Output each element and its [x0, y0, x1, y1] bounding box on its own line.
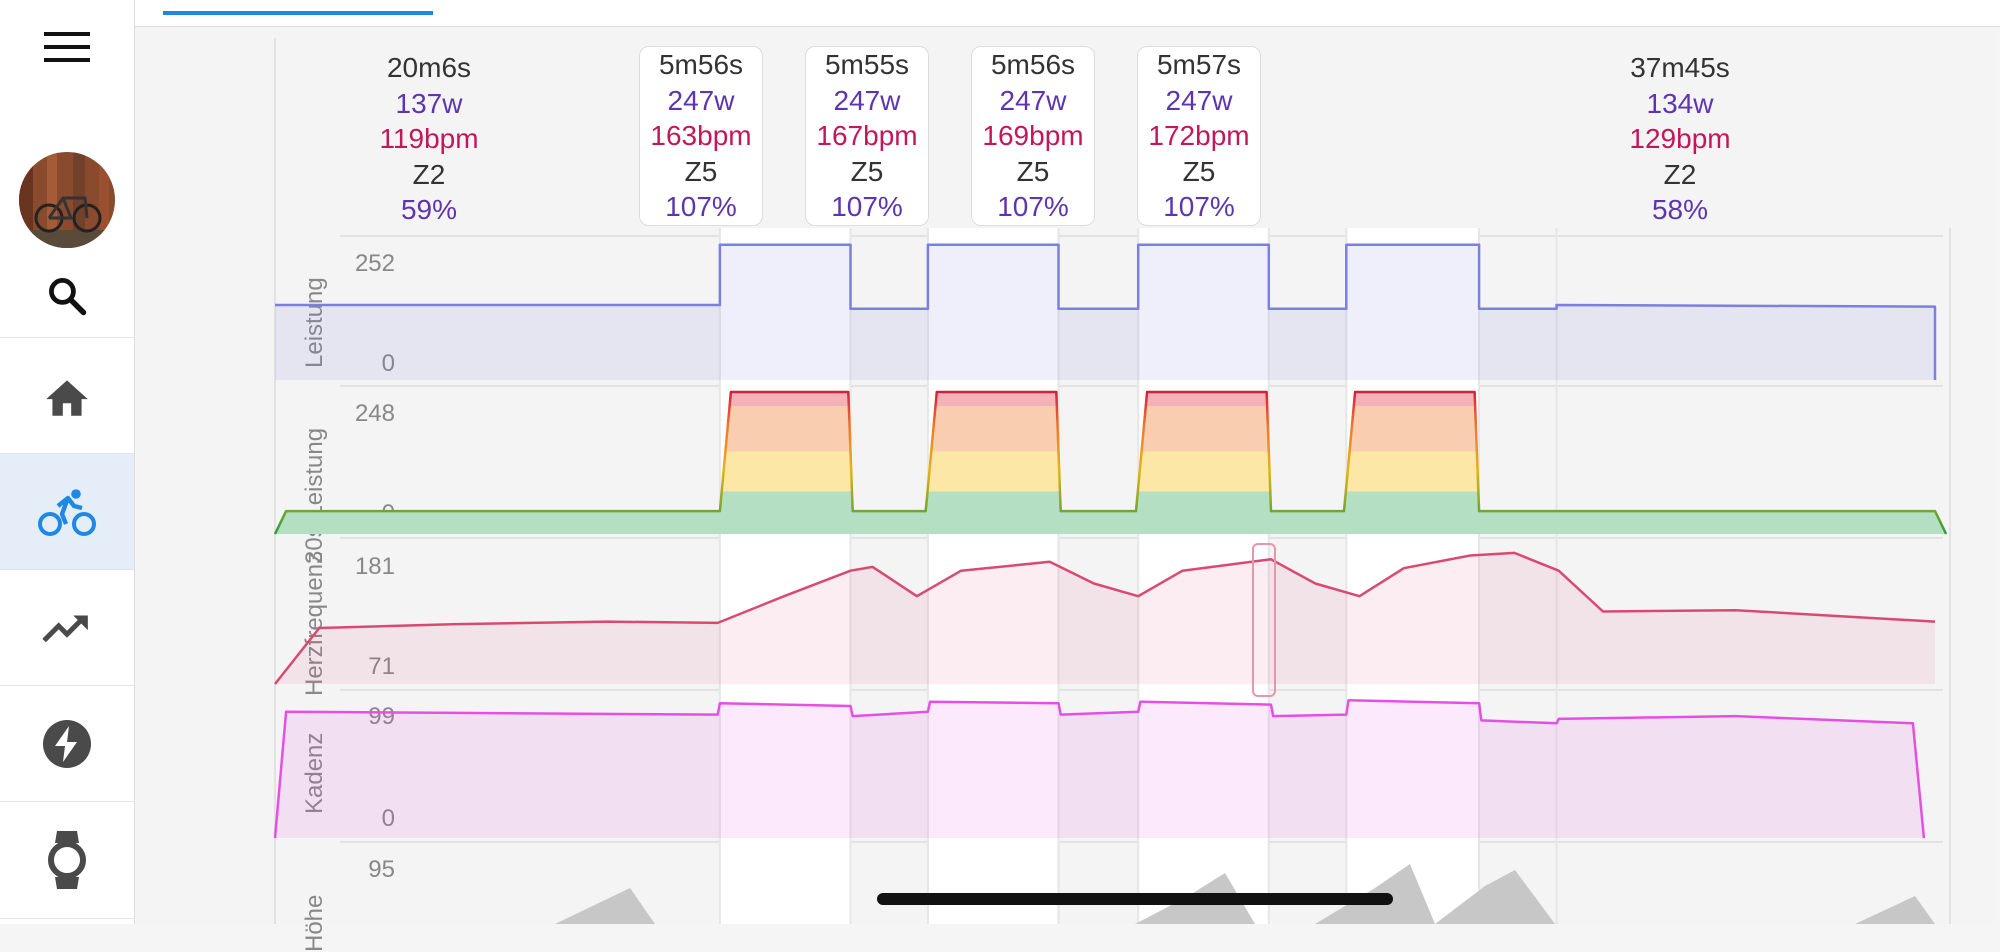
axis-max-altitude: 95	[368, 856, 395, 883]
active-tab-indicator	[163, 11, 433, 15]
series-line-4	[273, 699, 1926, 839]
series-line-3	[274, 551, 1936, 685]
axis-max-heartrate: 181	[354, 553, 395, 580]
sidebar-item-power[interactable]	[0, 685, 134, 802]
interval-heartrate: 167bpm	[816, 120, 918, 151]
interval-heartrate: 129bpm	[1629, 123, 1731, 154]
interval-percent: 107%	[997, 191, 1069, 222]
interval-percent: 107%	[831, 191, 903, 222]
interval-heartrate: 169bpm	[982, 120, 1084, 151]
bolt-icon	[43, 720, 91, 768]
interval-zone: Z5	[1182, 155, 1216, 187]
axis-max-power: 252	[354, 250, 395, 277]
interval-highlight	[719, 228, 851, 924]
menu-button[interactable]	[0, 30, 134, 64]
interval-percent: 59%	[400, 194, 458, 225]
avatar[interactable]	[0, 152, 134, 248]
sidebar-item-devices[interactable]	[0, 801, 134, 919]
hamburger-icon	[44, 32, 90, 62]
chart-plot-area[interactable]	[135, 28, 1995, 924]
chart-series	[273, 243, 1948, 839]
activity-chart: 20m6s 137w 119bpm Z2 59% 5m56s 247w 163b…	[135, 28, 1995, 952]
sidebar-item-home[interactable]	[0, 337, 134, 454]
interval-percent: 107%	[1163, 191, 1235, 222]
main-content: 20m6s 137w 119bpm Z2 59% 5m56s 247w 163b…	[135, 0, 2000, 952]
series-area-2	[275, 392, 1947, 534]
interval-zone: Z2	[1663, 158, 1697, 190]
search-icon	[49, 278, 87, 316]
sidebar	[0, 0, 135, 924]
altitude-area	[1435, 870, 1555, 924]
interval-summary[interactable]: 5m56s 247w 169bpm Z5 107%	[971, 46, 1095, 226]
interval-heartrate: 172bpm	[1148, 120, 1250, 151]
altitude-area	[275, 888, 655, 924]
interval-highlight	[1346, 228, 1480, 924]
avatar-image	[19, 152, 115, 248]
interval-zone: Z5	[684, 155, 718, 187]
interval-power: 247w	[999, 84, 1067, 116]
series-line-2	[273, 390, 1948, 535]
interval-power: 137w	[395, 87, 463, 119]
watch-icon	[48, 831, 86, 889]
interval-duration: 5m57s	[1156, 49, 1242, 80]
series-area-3	[275, 552, 1935, 684]
sidebar-item-fitness[interactable]	[0, 569, 134, 686]
interval-heartrate: 163bpm	[650, 120, 752, 151]
interval-duration: 20m6s	[386, 52, 472, 83]
interval-summary[interactable]: 5m55s 247w 167bpm Z5 107%	[805, 46, 929, 226]
interval-zone: Z5	[1016, 155, 1050, 187]
series-area-4	[275, 700, 1924, 838]
axis-max-power-30s: 248	[354, 400, 395, 427]
interval-percent: 58%	[1651, 194, 1709, 225]
interval-heartrate: 119bpm	[379, 123, 479, 154]
hr-cursor-marker	[1252, 543, 1276, 697]
home-icon	[46, 380, 88, 416]
interval-duration: 5m55s	[824, 49, 910, 80]
interval-duration: 5m56s	[990, 49, 1076, 80]
interval-power: 247w	[833, 84, 901, 116]
interval-summary[interactable]: 5m57s 247w 172bpm Z5 107%	[1137, 46, 1261, 226]
interval-summary[interactable]: 37m45s 134w 129bpm Z2 58%	[1590, 50, 1770, 228]
axis-min-cadence: 0	[335, 805, 395, 833]
trending-up-icon	[42, 615, 88, 643]
series-line-1	[275, 243, 1937, 380]
search-button[interactable]	[0, 274, 134, 318]
interval-power: 134w	[1646, 87, 1714, 119]
home-indicator[interactable]	[877, 893, 1393, 905]
series-area-1	[275, 244, 1935, 380]
interval-summary[interactable]: 5m56s 247w 163bpm Z5 107%	[639, 46, 763, 226]
sidebar-item-activities[interactable]	[0, 453, 134, 570]
interval-power: 247w	[1165, 84, 1233, 116]
axis-min-heartrate: 71	[335, 653, 395, 681]
interval-zone: Z5	[850, 155, 884, 187]
interval-summary[interactable]: 20m6s 137w 119bpm Z2 59%	[349, 50, 509, 228]
interval-duration: 5m56s	[658, 49, 744, 80]
axis-min-power: 0	[335, 350, 395, 378]
interval-power: 247w	[667, 84, 735, 116]
tab-bar	[135, 0, 2000, 27]
interval-percent: 107%	[665, 191, 737, 222]
interval-duration: 37m45s	[1630, 52, 1730, 83]
interval-highlight	[1138, 228, 1269, 924]
interval-zone: Z2	[412, 158, 446, 190]
altitude-area	[1855, 896, 1935, 924]
axis-max-cadence: 99	[335, 703, 395, 731]
interval-highlights	[718, 228, 1558, 924]
bike-icon	[38, 489, 96, 536]
